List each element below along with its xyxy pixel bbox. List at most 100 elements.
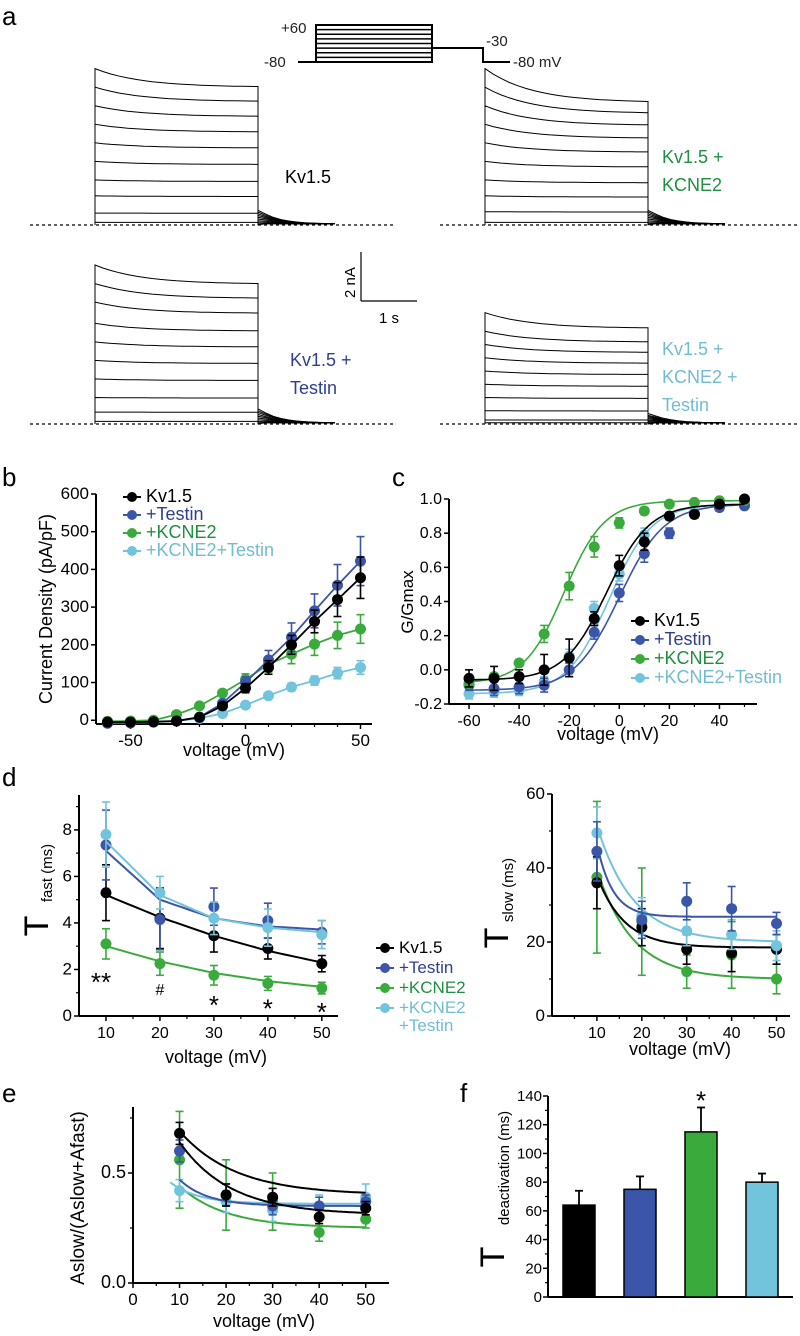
data-point bbox=[217, 707, 228, 719]
data-point bbox=[360, 1202, 372, 1214]
x-tick-label: 40 bbox=[723, 1025, 741, 1042]
x-tick-label: -20 bbox=[558, 713, 581, 730]
data-point bbox=[316, 958, 328, 970]
data-point bbox=[588, 613, 600, 625]
significance-marker: ** bbox=[91, 967, 111, 997]
x-tick-label: 20 bbox=[660, 713, 678, 730]
trace-set-kv1-5-testin bbox=[30, 264, 395, 425]
data-point bbox=[154, 887, 166, 899]
current-trace bbox=[94, 322, 336, 424]
scale-bar: 2 nA 1 s bbox=[342, 252, 417, 327]
trace-label-kv1-5-kcne2-testin: Kv1.5 + bbox=[662, 339, 724, 359]
data-point bbox=[463, 672, 475, 684]
current-trace bbox=[484, 195, 725, 225]
legend-label-testin: +Testin bbox=[654, 629, 712, 649]
x-tick-label: -50 bbox=[118, 731, 143, 750]
trace-set-kv1-5-kcne2-testin bbox=[440, 312, 800, 425]
data-point bbox=[681, 925, 693, 937]
panel-label-b: b bbox=[2, 462, 16, 492]
data-point bbox=[240, 682, 251, 694]
legend-label-kcne2: +KCNE2 bbox=[399, 978, 466, 997]
x-tick-label: 10 bbox=[97, 1025, 115, 1042]
data-point bbox=[613, 560, 625, 572]
y-tick-label: 400 bbox=[61, 559, 89, 578]
data-point bbox=[591, 877, 603, 889]
y-axis-label: Aslow/(Aslow+Afast) bbox=[68, 1111, 89, 1285]
y-tick-label: 6 bbox=[63, 866, 72, 885]
data-point bbox=[613, 587, 625, 599]
data-point bbox=[217, 687, 228, 699]
y-tick-label: 60 bbox=[526, 784, 545, 803]
data-point bbox=[726, 903, 738, 915]
data-point bbox=[591, 845, 603, 857]
data-point bbox=[636, 914, 648, 926]
current-trace bbox=[94, 86, 336, 225]
legend-marker-kv1-5 bbox=[635, 616, 645, 626]
data-point bbox=[355, 623, 366, 635]
exponential-fit bbox=[178, 1130, 366, 1194]
data-point bbox=[174, 1127, 186, 1139]
series-line bbox=[107, 577, 362, 723]
data-point bbox=[726, 929, 738, 941]
legend-label-kcne2-testin-cont: +Testin bbox=[399, 1016, 453, 1035]
x-tick-label: 30 bbox=[263, 1290, 282, 1309]
legend-label-testin: +Testin bbox=[146, 504, 204, 524]
data-point bbox=[688, 508, 700, 520]
data-point bbox=[513, 671, 525, 683]
trace-labels: Kv1.5 Kv1.5 + KCNE2 Kv1.5 + Testin Kv1.5 + KCN… bbox=[285, 147, 738, 415]
data-point bbox=[663, 510, 675, 522]
y-tick-label: 1.0 bbox=[420, 491, 442, 508]
x-tick-label: 20 bbox=[633, 1025, 651, 1042]
significance-marker: # bbox=[155, 982, 164, 999]
legend-label-kcne2-testin: +KCNE2+Testin bbox=[146, 540, 274, 560]
data-point bbox=[208, 930, 220, 942]
y-tick-label: 300 bbox=[61, 597, 89, 616]
data-point bbox=[263, 690, 274, 702]
x-tick-label: 10 bbox=[170, 1290, 189, 1309]
data-point bbox=[332, 667, 343, 679]
y-tick-label: 2 bbox=[63, 959, 72, 978]
y-tick-label: 200 bbox=[61, 635, 89, 654]
data-point bbox=[313, 1200, 325, 1212]
data-point bbox=[488, 672, 500, 684]
data-point bbox=[286, 639, 297, 651]
data-point bbox=[154, 913, 166, 925]
data-point bbox=[538, 664, 550, 676]
y-tick-label: -0.2 bbox=[414, 696, 442, 713]
data-point bbox=[713, 498, 725, 510]
data-point bbox=[313, 1211, 325, 1223]
data-point bbox=[638, 536, 650, 548]
legend-marker-testin bbox=[127, 510, 137, 520]
exponential-fit bbox=[598, 832, 777, 943]
data-point bbox=[726, 947, 738, 959]
x-tick-label: 40 bbox=[711, 713, 729, 730]
legend-label-kv1-5: Kv1.5 bbox=[654, 610, 700, 630]
current-trace bbox=[94, 195, 335, 225]
panel-label-c: c bbox=[392, 462, 405, 492]
y-tick-label: 0.5 bbox=[101, 1162, 126, 1182]
x-tick-label: 40 bbox=[259, 1025, 277, 1042]
x-tick-label: 50 bbox=[356, 1290, 375, 1309]
data-point bbox=[240, 699, 251, 711]
data-point bbox=[100, 829, 112, 841]
protocol-label-tail: -30 bbox=[486, 33, 508, 50]
data-point bbox=[563, 652, 575, 664]
data-point bbox=[154, 958, 166, 970]
significance-marker: * bbox=[263, 994, 273, 1024]
protocol-tail-line bbox=[432, 47, 510, 63]
legend-label-kcne2-testin: +KCNE2 bbox=[399, 998, 466, 1017]
x-tick-label: 0 bbox=[241, 731, 250, 750]
data-point bbox=[217, 700, 228, 712]
y-tick-label: 0.8 bbox=[420, 525, 442, 542]
bar-kcne2-testin bbox=[745, 1181, 779, 1298]
data-point bbox=[125, 716, 136, 728]
y-tick-label: 20 bbox=[525, 1260, 542, 1277]
series-kcne2 bbox=[100, 927, 328, 995]
series-line bbox=[107, 560, 362, 725]
significance-marker: * bbox=[209, 990, 219, 1020]
x-tick-label: 50 bbox=[768, 1025, 786, 1042]
scale-bar-time-label: 1 s bbox=[379, 310, 399, 327]
data-point bbox=[267, 1191, 279, 1203]
current-trace bbox=[94, 67, 336, 225]
series-testin bbox=[591, 820, 783, 940]
